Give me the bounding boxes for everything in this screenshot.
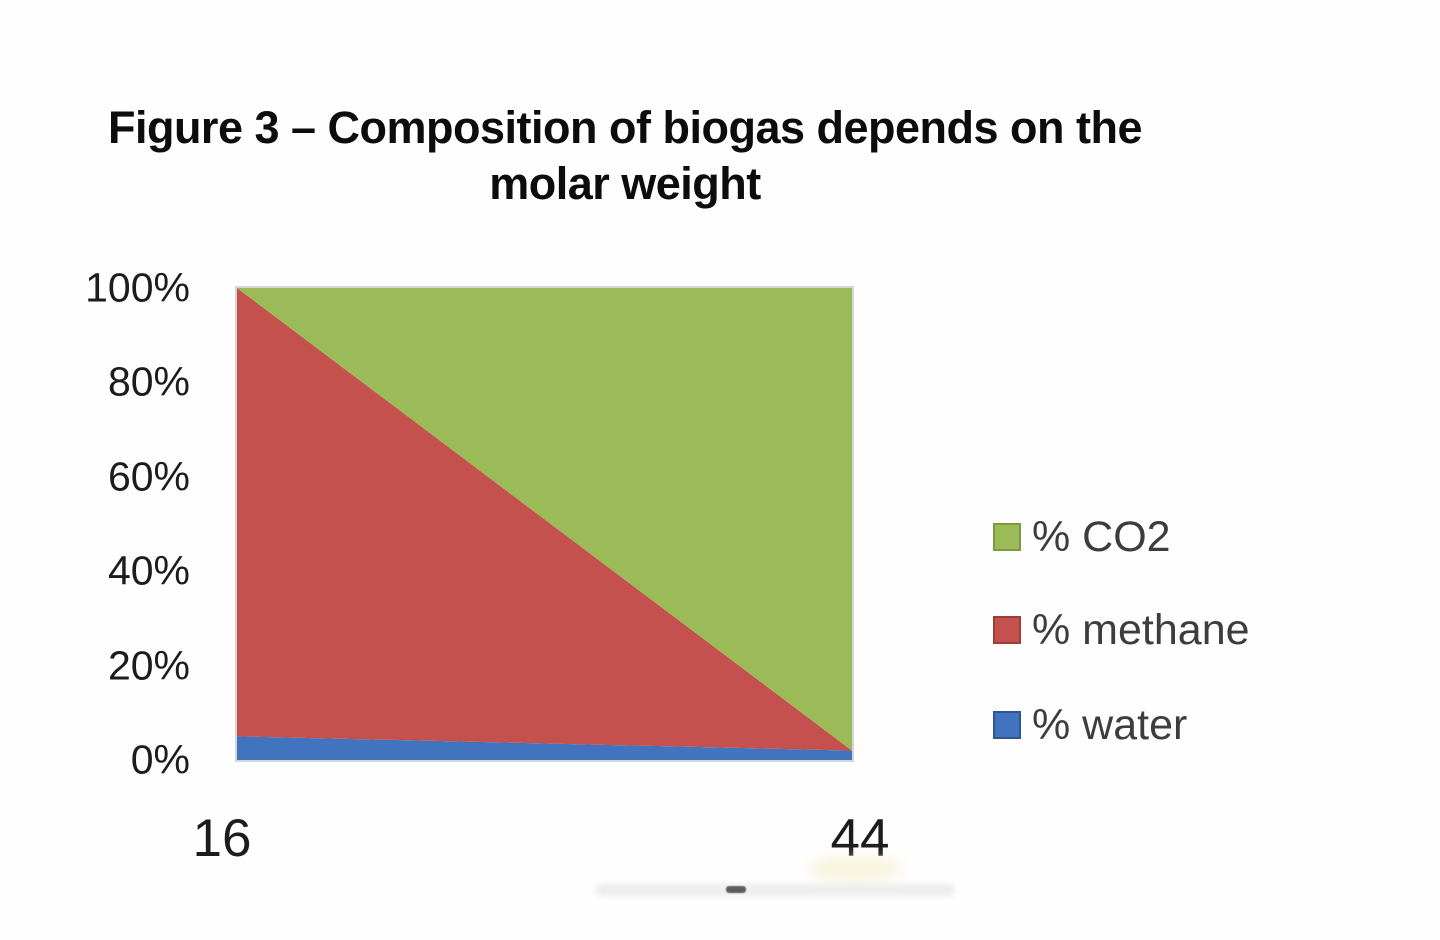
x-tick-16: 16 <box>192 809 252 868</box>
watermark-smudge <box>595 884 955 896</box>
legend-label-water: % water <box>1032 700 1188 749</box>
y-tick-80: 80% <box>107 358 190 405</box>
figure-title-line1: Figure 3 – Composition of biogas depends… <box>107 102 1143 153</box>
legend-label-co2: % CO2 <box>1032 512 1171 561</box>
area-water <box>237 736 852 760</box>
y-tick-0: 0% <box>130 736 190 783</box>
water-swatch-icon <box>993 711 1021 739</box>
legend-item-co2: % CO2 <box>993 512 1171 561</box>
legend-label-methane: % methane <box>1032 605 1250 654</box>
y-tick-100: 100% <box>85 264 190 311</box>
methane-swatch-icon <box>993 616 1021 644</box>
legend-item-water: % water <box>993 700 1188 749</box>
area-co2 <box>237 288 852 751</box>
figure-title-line2: molar weight <box>489 158 761 210</box>
plot-svg <box>237 288 852 760</box>
co2-swatch-icon <box>993 523 1021 551</box>
plot-area <box>235 286 854 762</box>
legend-item-methane: % methane <box>993 605 1250 654</box>
y-tick-40: 40% <box>107 547 190 594</box>
watermark-dash <box>726 886 746 893</box>
y-tick-60: 60% <box>107 453 190 500</box>
y-tick-20: 20% <box>107 642 190 689</box>
page-smudge <box>808 856 903 882</box>
figure-title: Figure 3 – Composition of biogas depends… <box>0 100 1250 213</box>
